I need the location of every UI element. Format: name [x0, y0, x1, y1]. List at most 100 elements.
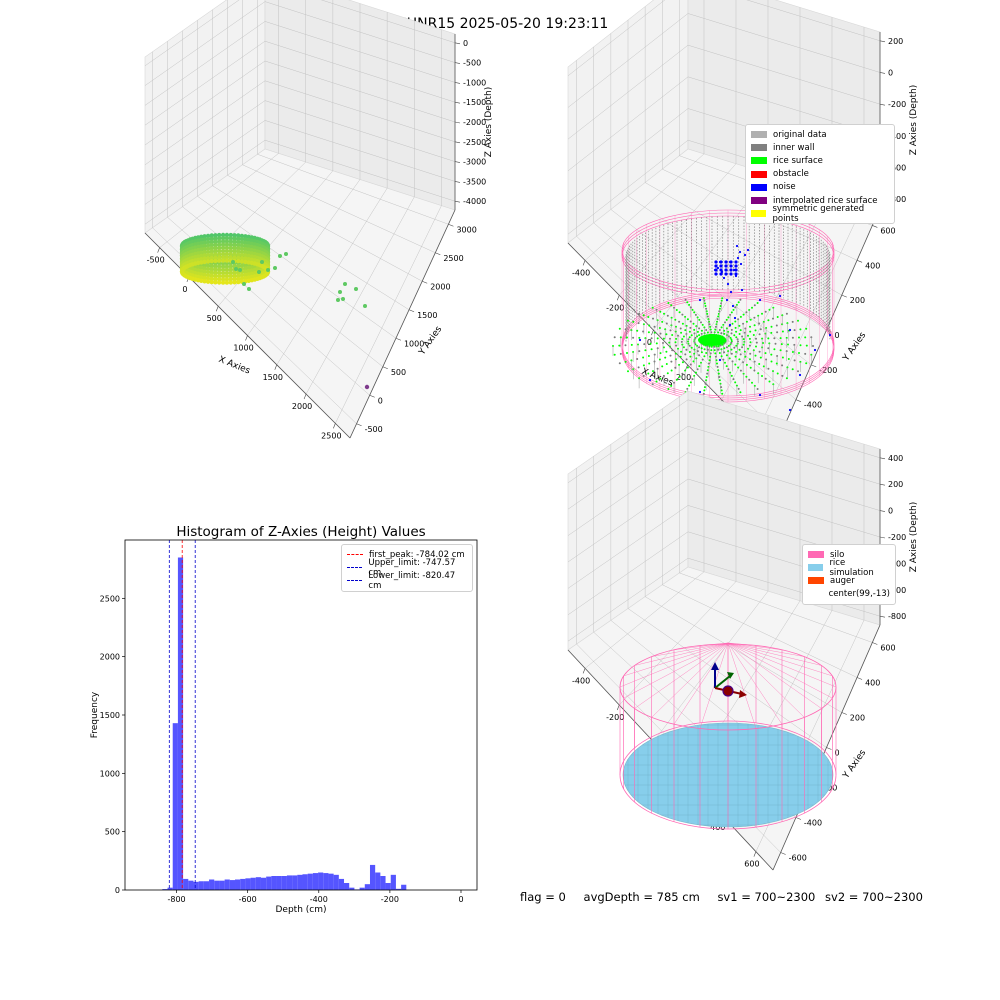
- plot1-point: [257, 275, 262, 281]
- plot1-point: [249, 274, 254, 280]
- plot1-xtick: [274, 364, 278, 370]
- plot2-rice-point: [664, 356, 667, 359]
- plot2-rice-point: [793, 359, 796, 362]
- histogram-xtick-label: -600: [239, 895, 257, 904]
- plot4-gridline: [721, 610, 833, 816]
- plot4-ztick: [879, 615, 886, 618]
- plot2-rice-point: [735, 336, 738, 339]
- plot4-legend-item: rice simulation: [808, 558, 890, 578]
- plot2-rice-point: [781, 330, 784, 333]
- plot1-point: [255, 260, 260, 265]
- plot1-point: [202, 234, 207, 239]
- plot2-rice-point: [704, 382, 707, 385]
- plot1-point: [199, 241, 204, 246]
- plot1-gridline: [242, 164, 436, 253]
- plot1-point: [259, 263, 265, 269]
- plot2-noise-point: [724, 264, 728, 268]
- plot2-rice-point: [709, 355, 712, 358]
- plot2-rice-point: [613, 353, 616, 356]
- plot1-point: [265, 264, 270, 269]
- plot1-x-axis-line: [144, 232, 351, 439]
- plot1-point: [180, 270, 185, 275]
- plot1-point: [263, 255, 268, 261]
- plot4-xtick: [651, 741, 654, 747]
- plot2-rice-point: [678, 311, 681, 314]
- plot1-point: [259, 255, 265, 261]
- plot2-rice-point: [715, 323, 718, 326]
- plot1-point: [228, 270, 233, 276]
- plot1-point: [228, 232, 233, 238]
- plot1-point: [180, 264, 185, 269]
- plot1-point: [213, 249, 218, 254]
- plot2-rice-point: [762, 342, 764, 344]
- plot2-rice-point: [737, 301, 740, 304]
- plot2-legend-item: obstacle: [751, 168, 889, 181]
- plot1-point: [265, 255, 270, 260]
- histogram-bar: [380, 876, 386, 890]
- plot1-point: [228, 258, 233, 263]
- plot2-rice-point: [785, 336, 788, 339]
- plot2-rice-point: [706, 331, 709, 334]
- plot1-point: [255, 270, 260, 275]
- plot2-rice-point: [689, 326, 692, 329]
- plot1-point: [188, 243, 193, 249]
- plot1-point: [255, 273, 260, 278]
- plot2-rice-point: [753, 384, 756, 387]
- plot1-point: [209, 273, 214, 278]
- plot2-noise-point: [734, 272, 738, 276]
- plot1-point: [185, 257, 191, 262]
- plot1-point: [266, 268, 270, 272]
- plot1-ztick-label: -500: [463, 59, 481, 68]
- plot1-point: [185, 244, 191, 249]
- plot2-xtick: [582, 260, 586, 266]
- plot4-ztick: [879, 457, 886, 460]
- plot2-rice-point: [681, 343, 684, 346]
- plot4-ztick-label: -800: [888, 612, 906, 621]
- plot2-rice-point: [627, 319, 629, 322]
- plot2-rice-point: [723, 351, 726, 354]
- plot1-point: [243, 279, 248, 284]
- plot1-gridline: [257, 154, 449, 225]
- plot1-point: [257, 269, 262, 274]
- plot2-rice-point: [776, 372, 779, 375]
- plot1-point: [265, 257, 270, 262]
- plot1-point: [249, 265, 254, 270]
- plot2-rice-point: [715, 341, 718, 344]
- plot1-point: [193, 242, 198, 247]
- plot1-point: [228, 273, 233, 279]
- plot1-point: [243, 253, 248, 258]
- plot1-point: [243, 259, 248, 265]
- plot2-rice-point: [709, 352, 712, 355]
- plot2-rice-point: [674, 341, 677, 344]
- plot2-rice-point: [642, 323, 645, 326]
- plot2-rice-point: [689, 306, 692, 309]
- legend-label: center(99,-13): [828, 589, 890, 600]
- plot1-xtick-label: 500: [207, 314, 222, 323]
- plot1-point: [182, 270, 187, 275]
- plot2-rice-point: [768, 342, 771, 345]
- plot1-point: [182, 273, 187, 278]
- plot1-point: [193, 251, 198, 257]
- plot1-point: [184, 239, 189, 244]
- plot2-silo-ring: [621, 295, 835, 401]
- plot2-rice-point: [659, 310, 662, 313]
- plot2-rice-point: [684, 329, 687, 332]
- plot1-point: [213, 242, 218, 248]
- plot2-rice-point: [664, 328, 667, 331]
- plot1-point: [252, 264, 257, 269]
- plot1-point: [232, 258, 237, 264]
- plot1-point: [246, 260, 251, 265]
- plot1-point: [179, 259, 185, 265]
- plot1-point: [190, 246, 195, 251]
- plot4-silo-roof-line: [727, 642, 837, 688]
- plot2-rice-point: [717, 372, 720, 375]
- plot1-point: [205, 273, 211, 278]
- plot2-rice-point: [718, 352, 721, 354]
- plot2-rice-point: [710, 342, 713, 345]
- plot1-point: [265, 270, 270, 275]
- plot1-point: [188, 250, 193, 255]
- plot1-point: [180, 268, 185, 273]
- plot1-point: [265, 257, 270, 263]
- plot1-point: [341, 297, 345, 301]
- plot2-gridline: [593, 222, 797, 400]
